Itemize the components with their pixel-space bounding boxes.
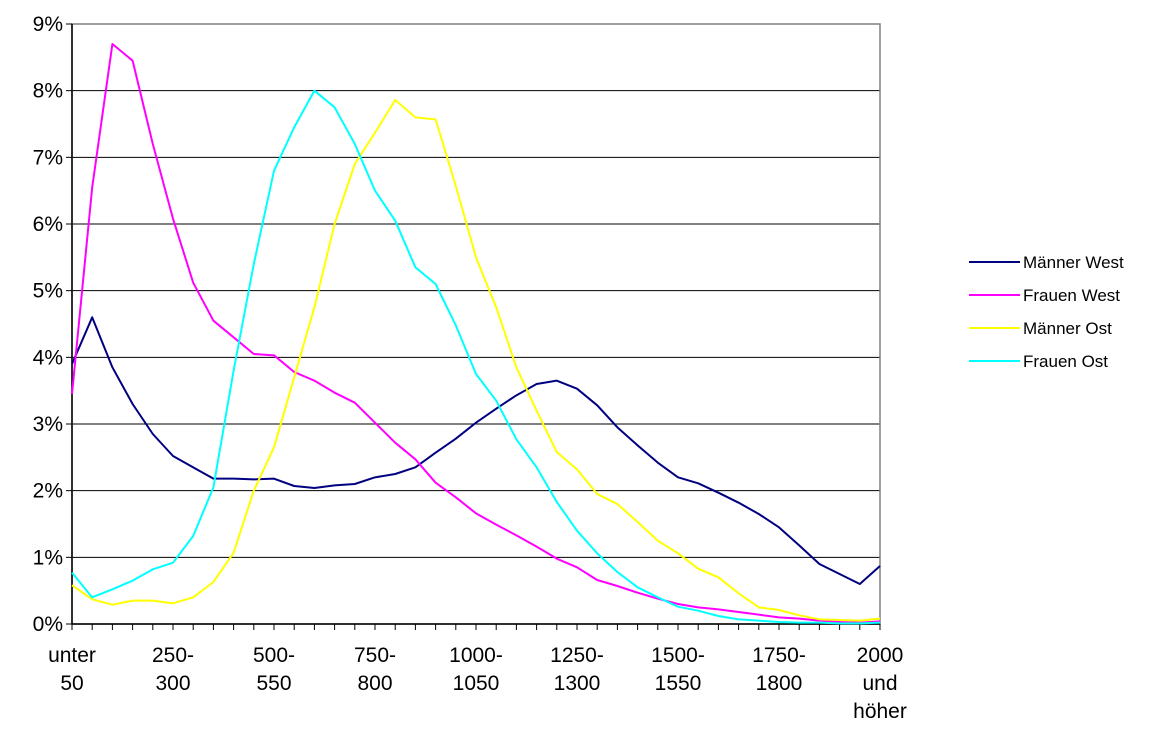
y-tick-label: 5% <box>33 280 63 303</box>
series-line-frauen-ost <box>71 89 881 625</box>
legend-label-maenner-ost: Männer Ost <box>1023 319 1112 338</box>
y-tick-label: 7% <box>33 146 63 169</box>
axes <box>66 23 881 630</box>
series-lines <box>71 43 881 625</box>
y-tick-label: 8% <box>33 80 63 103</box>
series-line-maenner-west <box>71 316 881 585</box>
legend-label-maenner-west: Männer West <box>1023 253 1124 272</box>
x-tick-label: 750-800 <box>354 644 396 695</box>
series-line-maenner-ost <box>71 99 881 622</box>
y-tick-label: 1% <box>33 546 63 569</box>
y-tick-label: 6% <box>33 213 63 236</box>
y-tick-label: 2% <box>33 480 63 503</box>
x-tick-label: 500-550 <box>253 644 295 695</box>
gridlines <box>72 23 880 558</box>
x-tick-label: 2000 und höher <box>853 644 907 723</box>
x-tick-label: 1750-1800 <box>752 644 806 695</box>
x-tick-labels: unter 50 250-300 500-550 750-800 1000-1050 125… <box>48 644 907 723</box>
series-line-frauen-west <box>71 43 881 624</box>
x-tick-label: 1250-1300 <box>550 644 604 695</box>
x-tick-label: unter 50 <box>48 644 96 695</box>
y-tick-label: 9% <box>33 13 63 36</box>
y-tick-labels: 0% 1% 2% 3% 4% 5% 6% 7% 8% 9% <box>33 13 63 636</box>
y-tick-label: 0% <box>33 613 63 636</box>
y-tick-label: 3% <box>33 413 63 436</box>
legend-label-frauen-west: Frauen West <box>1023 286 1120 305</box>
legend-label-frauen-ost: Frauen Ost <box>1023 352 1108 371</box>
x-tick-label: 250-300 <box>152 644 194 695</box>
y-tick-label: 4% <box>33 346 63 369</box>
legend: Männer West Frauen West Männer Ost Frauen O… <box>969 253 1124 371</box>
x-tick-label: 1000-1050 <box>449 644 503 695</box>
x-tick-label: 1500-1550 <box>651 644 705 695</box>
